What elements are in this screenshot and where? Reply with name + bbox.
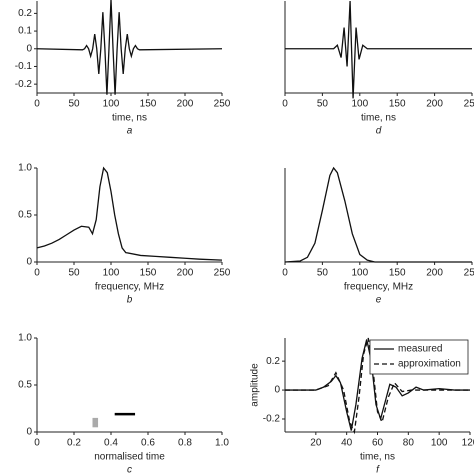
x-tick-label: 0 bbox=[282, 268, 288, 279]
x-axis-label: normalised time bbox=[94, 452, 165, 463]
panel-label: a bbox=[127, 126, 133, 137]
line bbox=[285, 337, 470, 435]
x-tick-label: 50 bbox=[68, 99, 80, 110]
x-tick-label: 150 bbox=[140, 268, 157, 279]
panel-label: f bbox=[376, 465, 380, 474]
x-tick-label: 50 bbox=[317, 99, 329, 110]
x-tick-label: 100 bbox=[431, 438, 448, 449]
x-tick-label: 100 bbox=[103, 99, 120, 110]
x-tick-label: 1.0 bbox=[215, 438, 229, 449]
y-tick-label: -0.2 bbox=[15, 79, 33, 90]
panel-label: e bbox=[376, 295, 382, 306]
x-tick-label: 50 bbox=[68, 268, 80, 279]
panel: 0 0.2 0.4 0.6 0.8 1.0 0 0.5 1.0 normalised time c bbox=[18, 333, 229, 474]
x-tick-label: 0.6 bbox=[141, 438, 155, 449]
panel: 0 50 100 150 200 250 0 0.5 1.0 frequency, MHz b bbox=[18, 163, 231, 306]
y-tick-label: -0.2 bbox=[263, 414, 281, 425]
panel-label: c bbox=[127, 465, 132, 474]
y-tick-label: 0 bbox=[274, 385, 280, 396]
y-tick-label: 0.5 bbox=[18, 380, 32, 391]
x-tick-label: 20 bbox=[310, 438, 322, 449]
line bbox=[285, 0, 472, 99]
panel-label: b bbox=[127, 295, 133, 306]
y-tick-label: 0 bbox=[26, 257, 32, 268]
x-tick-label: 200 bbox=[426, 99, 443, 110]
x-tick-label: 0.2 bbox=[67, 438, 81, 449]
y-tick-label: 1.0 bbox=[18, 163, 32, 174]
panel-label: d bbox=[376, 126, 382, 137]
x-tick-label: 0 bbox=[282, 99, 288, 110]
x-tick-label: 100 bbox=[351, 268, 368, 279]
y-axis-label: amplitude bbox=[250, 363, 261, 407]
y-tick-label: 0.2 bbox=[266, 356, 280, 367]
line bbox=[36, 166, 223, 261]
y-tick-label: 1.0 bbox=[18, 333, 32, 344]
legend-label: approximation bbox=[398, 359, 461, 370]
segment bbox=[114, 412, 136, 416]
x-axis-label: frequency, MHz bbox=[344, 282, 413, 293]
x-tick-label: 120 bbox=[462, 438, 474, 449]
legend-label: measured bbox=[398, 344, 442, 355]
x-tick-label: 150 bbox=[389, 99, 406, 110]
x-axis-label: time, ns bbox=[361, 113, 396, 124]
x-tick-label: 100 bbox=[103, 268, 120, 279]
x-tick-label: 60 bbox=[372, 438, 384, 449]
x-tick-label: 200 bbox=[177, 99, 194, 110]
y-tick-label: 0.2 bbox=[18, 8, 32, 19]
x-tick-label: 250 bbox=[464, 99, 474, 110]
y-tick-label: -0.1 bbox=[15, 61, 33, 72]
x-tick-label: 50 bbox=[317, 268, 329, 279]
legend-box bbox=[369, 339, 469, 375]
x-tick-label: 100 bbox=[351, 99, 368, 110]
x-tick-label: 0 bbox=[34, 438, 40, 449]
x-tick-label: 250 bbox=[464, 268, 474, 279]
x-tick-label: 0 bbox=[34, 99, 40, 110]
segment bbox=[92, 417, 99, 428]
x-tick-label: 0.4 bbox=[104, 438, 118, 449]
y-tick-label: 0.5 bbox=[18, 210, 32, 221]
x-tick-label: 40 bbox=[341, 438, 353, 449]
panel: 0 50 100 150 200 250 frequency, MHz e bbox=[282, 166, 474, 306]
x-axis-label: frequency, MHz bbox=[95, 282, 164, 293]
x-tick-label: 150 bbox=[140, 99, 157, 110]
x-tick-label: 200 bbox=[177, 268, 194, 279]
x-tick-label: 80 bbox=[403, 438, 415, 449]
x-tick-label: 0.8 bbox=[178, 438, 192, 449]
line bbox=[284, 166, 472, 263]
x-axis-label: time, ns bbox=[360, 452, 395, 463]
x-tick-label: 200 bbox=[426, 268, 443, 279]
y-tick-label: 0 bbox=[26, 43, 32, 54]
panel: 0 50 100 150 200 250 -0.2 -0.1 0 0.1 0.2 time, ns a bbox=[15, 0, 231, 137]
x-tick-label: 150 bbox=[389, 268, 406, 279]
x-axis-label: time, ns bbox=[112, 113, 147, 124]
y-tick-label: 0 bbox=[26, 427, 32, 438]
line bbox=[36, 0, 223, 95]
x-tick-label: 250 bbox=[214, 99, 231, 110]
panel: 0 50 100 150 200 250 time, ns d bbox=[282, 0, 474, 137]
x-tick-label: 0 bbox=[34, 268, 40, 279]
panel: 20 40 60 80 100 120 -0.2 0 0.2 time, ns f amplitude… bbox=[250, 337, 474, 474]
y-tick-label: 0.1 bbox=[18, 26, 32, 37]
x-tick-label: 250 bbox=[214, 268, 231, 279]
